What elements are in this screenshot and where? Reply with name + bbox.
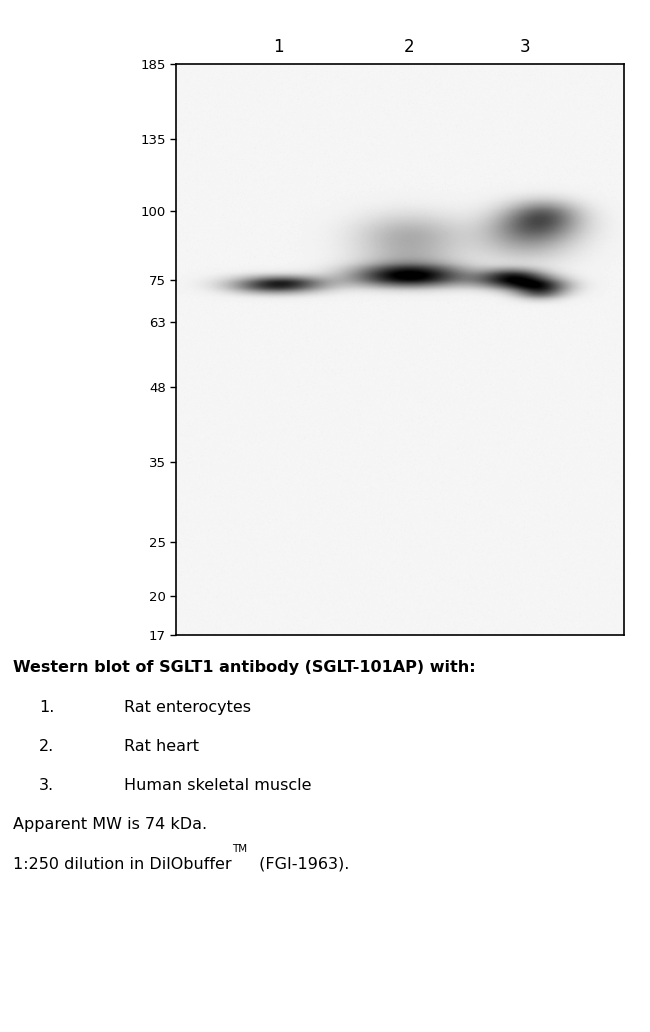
Text: 3.: 3. <box>39 778 54 794</box>
Text: Apparent MW is 74 kDa.: Apparent MW is 74 kDa. <box>13 817 207 833</box>
Text: 1:250 dilution in DilObuffer: 1:250 dilution in DilObuffer <box>13 857 231 872</box>
Text: 1.: 1. <box>39 700 55 715</box>
Text: (FGI-1963).: (FGI-1963). <box>254 857 350 872</box>
Text: 2.: 2. <box>39 739 54 754</box>
Text: Rat heart: Rat heart <box>124 739 198 754</box>
Text: Human skeletal muscle: Human skeletal muscle <box>124 778 311 794</box>
Text: TM: TM <box>231 844 247 854</box>
Text: Western blot of SGLT1 antibody (SGLT-101AP) with:: Western blot of SGLT1 antibody (SGLT-101… <box>13 660 476 676</box>
Text: Rat enterocytes: Rat enterocytes <box>124 700 250 715</box>
